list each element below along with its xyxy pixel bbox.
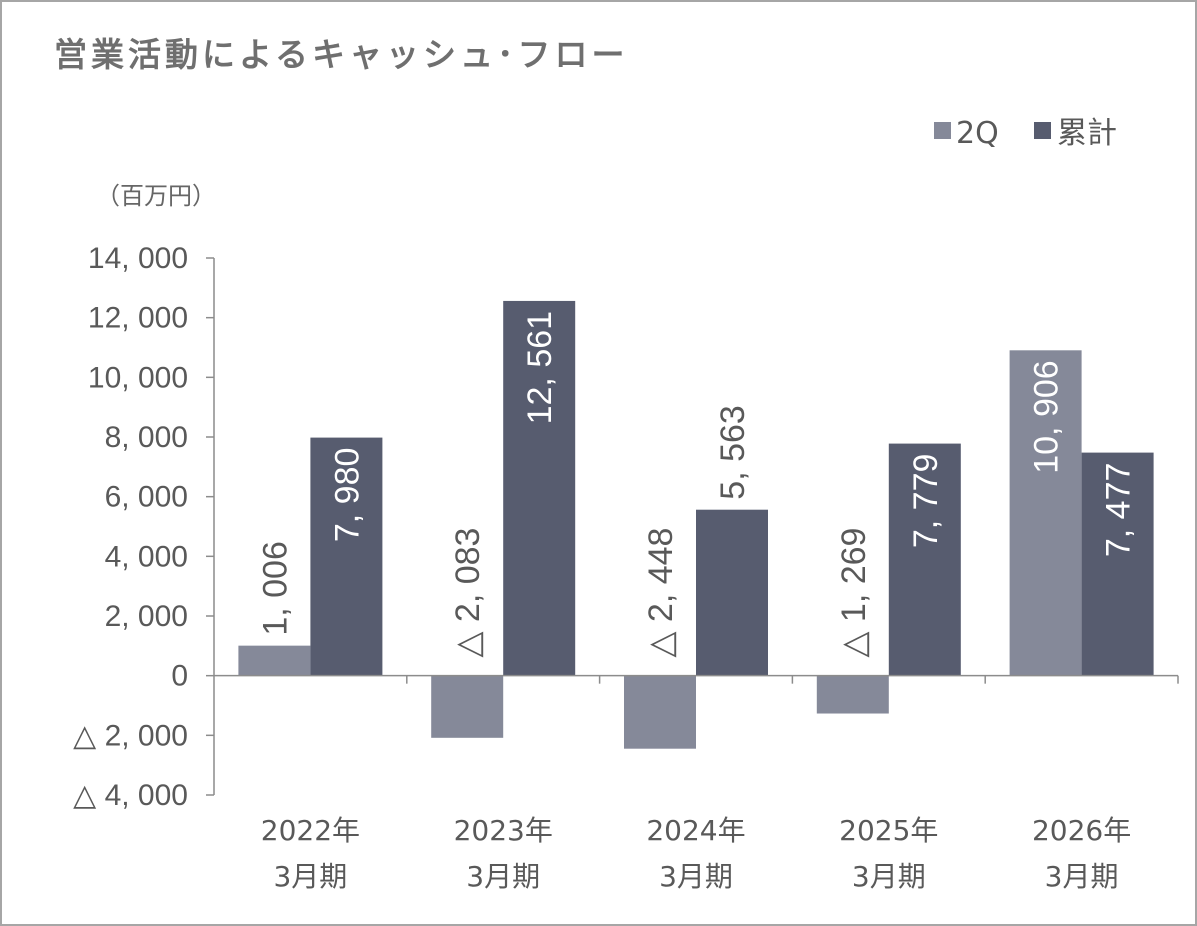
data-label-total: 12, 561 xyxy=(521,311,559,424)
bar-2q xyxy=(624,675,696,749)
category-period-label: 3月期 xyxy=(1045,860,1119,893)
category-year-label: 2024年 xyxy=(646,814,745,847)
category-year-label: 2025年 xyxy=(839,814,938,847)
data-label-2q: 1, 006 xyxy=(256,541,294,636)
y-tick-label: 0 xyxy=(171,660,188,693)
data-label-2q: 10, 906 xyxy=(1028,360,1066,473)
y-tick-label: △ 4, 000 xyxy=(73,779,188,812)
category-year-label: 2022年 xyxy=(261,814,360,847)
bar-2q xyxy=(238,645,311,676)
unit-label: （百万円） xyxy=(96,182,216,210)
bars xyxy=(238,300,1154,749)
data-label-total: 7, 477 xyxy=(1100,463,1138,558)
data-label-total: 7, 980 xyxy=(328,448,366,543)
category-year-label: 2026年 xyxy=(1032,814,1131,847)
legend-swatch-2q xyxy=(934,122,951,139)
y-axis: 14, 000 12, 000 10, 000 8, 000 6, 000 4, 000 2… xyxy=(73,242,215,812)
bar-total xyxy=(310,437,383,676)
y-tick-label: 6, 000 xyxy=(105,481,188,514)
data-label-2q: △ 1, 269 xyxy=(835,528,873,658)
data-label-2q: △ 2, 083 xyxy=(449,528,487,658)
category-labels: 2022年 3月期 2023年 3月期 2024年 3月期 2025年 3月期 2026年 3月期 xyxy=(261,814,1131,893)
legend-label-total: 累計 xyxy=(1057,116,1117,151)
bar-total xyxy=(696,509,768,676)
category-period-label: 3月期 xyxy=(852,860,926,893)
category-period-label: 3月期 xyxy=(466,860,540,893)
category-period-label: 3月期 xyxy=(659,860,733,893)
legend-swatch-total xyxy=(1034,122,1051,139)
y-tick-label: 14, 000 xyxy=(88,242,188,275)
bar-2q xyxy=(431,675,504,738)
data-labels: 1, 006 7, 980 △ 2, 083 12, 561 △ 2, 448 5, 56… xyxy=(256,311,1137,658)
y-tick-label: 10, 000 xyxy=(88,361,188,394)
data-label-total: 5, 563 xyxy=(714,405,752,500)
data-label-2q: △ 2, 448 xyxy=(642,528,680,658)
bar-2q xyxy=(816,675,889,714)
legend: 2Q 累計 xyxy=(934,116,1117,151)
y-tick-label: 8, 000 xyxy=(105,421,188,454)
bar-2q xyxy=(1009,350,1082,676)
chart-title: 営業活動によるキャッシュ･フロー xyxy=(54,35,629,74)
data-label-total: 7, 779 xyxy=(907,454,945,549)
x-axis xyxy=(214,674,1179,684)
bar-total xyxy=(888,443,961,676)
bar-total xyxy=(503,300,576,676)
y-tick-label: 2, 000 xyxy=(105,600,188,633)
category-period-label: 3月期 xyxy=(273,860,347,893)
legend-label-2q: 2Q xyxy=(956,116,999,151)
y-tick-label: 4, 000 xyxy=(105,540,188,573)
y-tick-label: △ 2, 000 xyxy=(73,719,188,752)
bar-total xyxy=(1081,452,1154,676)
category-year-label: 2023年 xyxy=(454,814,553,847)
y-tick-label: 12, 000 xyxy=(88,302,188,335)
